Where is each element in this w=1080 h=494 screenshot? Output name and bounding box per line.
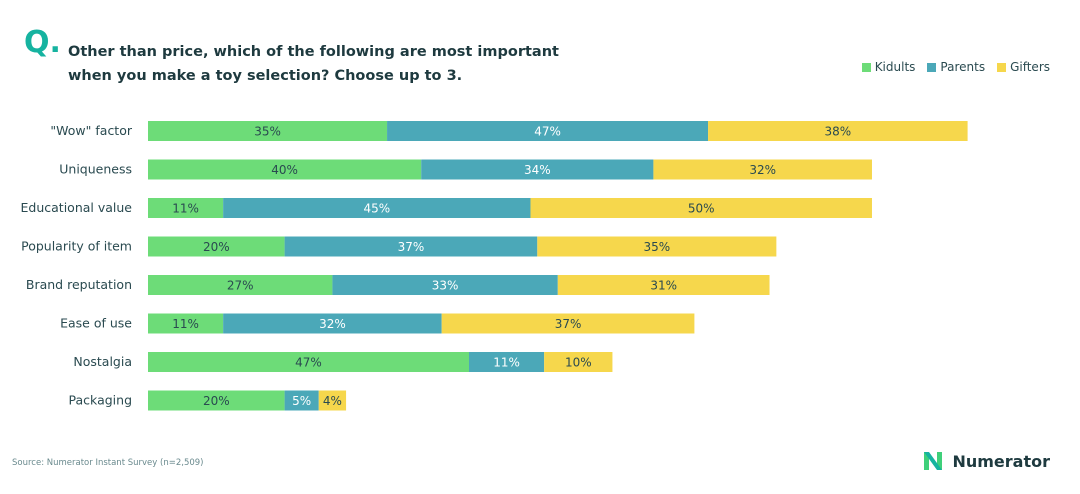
bar-segment-parents [469, 352, 545, 372]
bar-segment-kidults [148, 313, 224, 334]
bar-segment-parents [223, 198, 531, 218]
bar-segment-parents [284, 236, 538, 257]
title-line-1: Other than price, which of the following… [68, 44, 559, 60]
brand-logo: Numerator [922, 450, 1050, 472]
category-label: Brand reputation [26, 277, 132, 292]
data-label: 40% [271, 163, 298, 177]
category-label: Nostalgia [73, 354, 132, 369]
legend-item-kidults: Kidults [861, 60, 916, 74]
bar-segment-gifters [530, 198, 872, 218]
category-label: Ease of use [60, 316, 132, 331]
data-label: 32% [319, 317, 346, 331]
data-label: 37% [398, 240, 425, 254]
legend-label-kidults: Kidults [874, 60, 916, 74]
data-label: 35% [643, 240, 670, 254]
question-mark-logo: Q. [24, 28, 61, 58]
bar-segment-gifters [441, 313, 695, 334]
data-label: 31% [650, 279, 677, 293]
bar-segment-parents [421, 159, 654, 180]
bar-segment-kidults [148, 121, 388, 141]
numerator-n-logo-icon [924, 452, 943, 470]
title-line-2: when you make a toy selection? Choose up… [68, 68, 463, 84]
data-label: 33% [432, 279, 459, 293]
data-label: 11% [172, 317, 199, 331]
data-label: 50% [688, 202, 715, 216]
data-label: 32% [749, 163, 776, 177]
source-note: Source: Numerator Instant Survey (n=2,50… [12, 458, 204, 468]
bar-segment-gifters [708, 121, 968, 141]
q-letter: Q [24, 25, 50, 60]
data-label: 34% [524, 163, 551, 177]
legend-swatch-gifters [997, 62, 1007, 72]
data-label: 20% [203, 394, 230, 408]
legend-item-parents: Parents [927, 60, 985, 74]
data-label: 4% [323, 394, 342, 408]
legend: Kidults Parents Gifters [861, 60, 1050, 74]
bar-segment-kidults [148, 159, 422, 180]
data-label: 45% [363, 202, 390, 216]
bar-segment-kidults [148, 352, 470, 372]
data-label: 11% [172, 202, 199, 216]
data-label: 5% [292, 394, 311, 408]
data-label: 47% [295, 356, 322, 370]
bar-segment-gifters [318, 390, 347, 411]
category-label: Popularity of item [21, 239, 132, 254]
legend-swatch-kidults [861, 62, 871, 72]
bar-segment-kidults [148, 236, 285, 257]
bar-segment-kidults [148, 198, 224, 218]
data-label: 35% [254, 125, 281, 139]
brand-name: Numerator [952, 451, 1050, 471]
legend-swatch-parents [927, 62, 937, 72]
data-label: 20% [203, 240, 230, 254]
data-label: 37% [555, 317, 582, 331]
category-label: "Wow" factor [50, 123, 132, 138]
bar-segment-parents [223, 313, 442, 334]
bar-segment-kidults [148, 390, 285, 411]
data-label: 38% [824, 125, 851, 139]
q-dot: . [49, 25, 61, 60]
bar-segment-gifters [537, 236, 777, 257]
legend-item-gifters: Gifters [997, 60, 1050, 74]
chart-title: Other than price, which of the following… [68, 40, 668, 88]
legend-label-parents: Parents [940, 60, 986, 74]
data-label: 11% [493, 356, 520, 370]
bar-segment-kidults [148, 275, 333, 295]
bar-segment-gifters [544, 352, 613, 372]
bar-segment-parents [284, 390, 319, 411]
category-label: Educational value [21, 200, 133, 215]
legend-label-gifters: Gifters [1010, 60, 1050, 74]
bar-segment-parents [332, 275, 558, 295]
data-label: 10% [565, 356, 592, 370]
category-label: Packaging [69, 393, 132, 408]
data-label: 27% [227, 279, 254, 293]
category-label: Uniqueness [59, 162, 132, 177]
bar-segment-gifters [557, 275, 770, 295]
bar-segment-parents [387, 121, 709, 141]
bar-segment-gifters [653, 159, 872, 180]
data-label: 47% [534, 125, 561, 139]
